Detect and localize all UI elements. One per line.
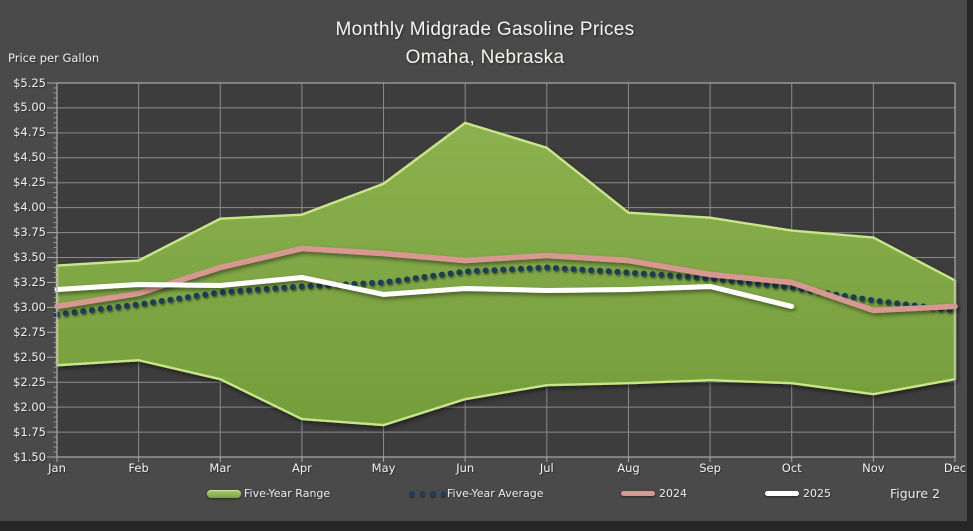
x-tick-label: Aug	[617, 461, 640, 475]
series-2025-line	[54, 274, 795, 309]
y-tick-label: $4.25	[13, 175, 46, 190]
chart-title-line1: Monthly Midgrade Gasoline Prices	[335, 19, 635, 40]
y-tick-label: $2.00	[13, 399, 46, 414]
figure-caption: Figure 2	[889, 486, 941, 501]
y-tick-label: $4.50	[13, 150, 46, 165]
chart-title-line2: Omaha, Nebraska	[405, 47, 565, 68]
window-edge-bottom	[0, 521, 973, 531]
series-2024-line	[54, 245, 958, 314]
x-tick-label: Dec	[943, 461, 967, 475]
x-tick-label: Mar	[209, 461, 232, 475]
x-tick-label: Sep	[699, 461, 721, 475]
x-tick-label: Nov	[862, 461, 885, 475]
y-tick-label: $1.75	[13, 424, 46, 439]
x-tick-label: Oct	[781, 461, 802, 475]
series-five-year-average-line	[54, 264, 958, 318]
y-tick-label: $2.25	[13, 374, 46, 389]
window-edge-right	[967, 0, 973, 531]
y-tick-label: $3.00	[13, 299, 46, 314]
y-tick-label: $1.50	[13, 449, 46, 464]
y-tick-label: $3.25	[13, 274, 46, 289]
plot-border	[56, 82, 956, 458]
y-tick-label: $3.75	[13, 225, 46, 240]
x-tick-label: Jun	[456, 461, 475, 475]
y-axis-title: Price per Gallon	[8, 51, 100, 65]
y-tick-label: $4.00	[13, 200, 46, 215]
axis-ticks	[47, 82, 956, 462]
y-tick-label: $3.50	[13, 250, 46, 265]
x-tick-label: Jan	[48, 461, 66, 475]
y-tick-label: $2.75	[13, 324, 46, 339]
y-tick-label: $5.00	[13, 100, 46, 115]
chart-title: Monthly Midgrade Gasoline Prices Omaha, …	[0, 16, 970, 72]
x-tick-label: Apr	[291, 461, 312, 475]
x-tick-label: Jul	[539, 461, 554, 475]
y-tick-label: $5.25	[13, 75, 46, 90]
y-tick-label: $2.50	[13, 349, 46, 364]
x-tick-label: May	[371, 461, 396, 475]
y-tick-label: $4.75	[13, 125, 46, 140]
x-tick-label: Feb	[128, 461, 149, 475]
